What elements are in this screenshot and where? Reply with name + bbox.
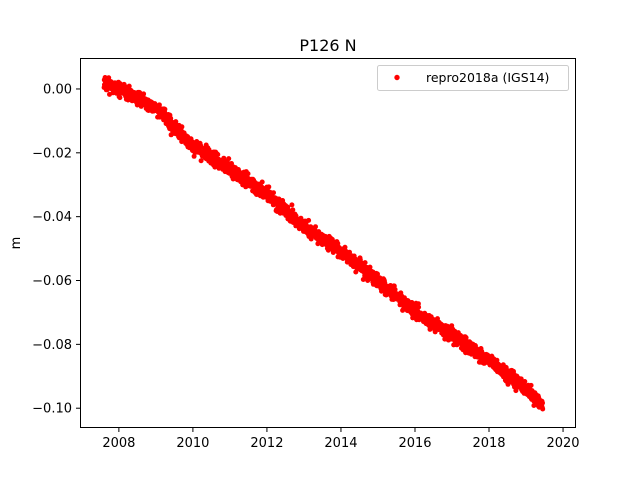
data-point xyxy=(540,401,545,406)
x-tick-label: 2014 xyxy=(324,436,357,451)
data-point xyxy=(522,379,527,384)
data-point xyxy=(141,91,146,96)
data-point xyxy=(266,184,271,189)
x-tick-label: 2010 xyxy=(176,436,209,451)
x-tick-label: 2008 xyxy=(102,436,135,451)
data-point xyxy=(271,190,276,195)
data-point xyxy=(306,218,311,223)
legend: repro2018a (IGS14) xyxy=(378,66,569,91)
data-point xyxy=(363,260,368,265)
y-tick-label: 0.00 xyxy=(43,82,72,97)
y-axis-label: m xyxy=(9,237,24,250)
data-point xyxy=(162,107,167,112)
data-point xyxy=(179,124,184,129)
data-point xyxy=(246,171,251,176)
data-point xyxy=(117,95,122,100)
data-point xyxy=(215,152,220,157)
data-point xyxy=(540,407,545,412)
data-point xyxy=(226,156,231,161)
legend-label-repro2018a: repro2018a (IGS14) xyxy=(426,70,549,85)
chart-title: P126 N xyxy=(299,36,356,55)
y-tick-label: −0.04 xyxy=(32,210,72,225)
x-tick-label: 2012 xyxy=(250,436,283,451)
data-point xyxy=(260,180,265,185)
y-tick-label: −0.06 xyxy=(32,274,72,289)
data-point xyxy=(289,202,294,207)
x-tick-label: 2020 xyxy=(546,436,579,451)
y-tick-label: −0.02 xyxy=(32,146,72,161)
data-point xyxy=(313,224,318,229)
data-point xyxy=(416,305,421,310)
x-tick-label: 2018 xyxy=(472,436,505,451)
data-point xyxy=(199,158,204,163)
data-point xyxy=(192,154,197,159)
legend-marker-repro2018a xyxy=(394,75,399,80)
data-point xyxy=(529,383,534,388)
x-tick-label: 2016 xyxy=(398,436,431,451)
y-tick-label: −0.08 xyxy=(32,338,72,353)
y-tick-label: −0.10 xyxy=(32,402,72,417)
